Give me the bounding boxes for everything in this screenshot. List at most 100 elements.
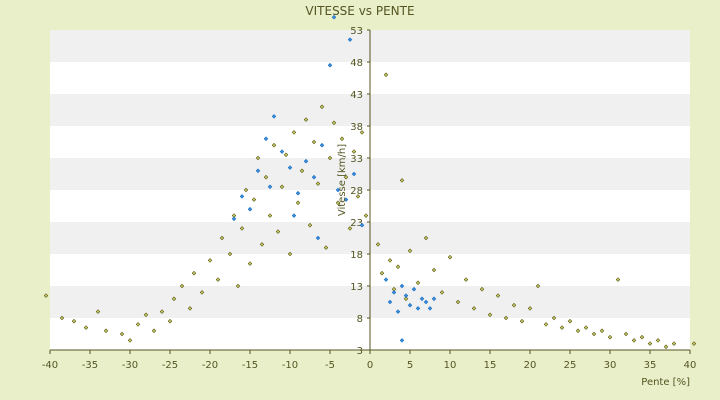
data-point-blue bbox=[231, 216, 237, 222]
data-point-olive bbox=[471, 306, 477, 311]
data-point-blue bbox=[343, 197, 349, 202]
data-point-olive bbox=[639, 334, 645, 340]
data-point-olive bbox=[351, 149, 357, 154]
x-tick-label: 25 bbox=[564, 360, 577, 371]
data-point-olive bbox=[591, 331, 597, 337]
x-tick-label: -25 bbox=[162, 360, 178, 371]
y-tick-label: 53 bbox=[350, 26, 363, 37]
data-point-olive bbox=[327, 155, 333, 161]
data-point-olive bbox=[83, 325, 89, 330]
x-tick-label: -5 bbox=[325, 360, 335, 371]
data-point-olive bbox=[447, 254, 453, 260]
data-point-olive bbox=[623, 331, 629, 337]
data-point-olive bbox=[151, 328, 157, 334]
data-point-olive bbox=[335, 200, 341, 206]
data-point-olive bbox=[495, 293, 501, 298]
data-point-blue bbox=[387, 299, 393, 305]
data-point-olive bbox=[511, 302, 517, 308]
data-point-olive bbox=[71, 318, 77, 324]
data-point-blue bbox=[415, 306, 421, 311]
data-point-blue bbox=[331, 14, 337, 20]
data-point-olive bbox=[375, 242, 381, 247]
data-point-olive bbox=[407, 248, 413, 254]
data-point-blue bbox=[347, 37, 353, 42]
data-point-blue bbox=[335, 187, 341, 193]
data-point-olive bbox=[415, 280, 421, 286]
data-point-olive bbox=[323, 245, 329, 250]
data-point-olive bbox=[247, 261, 253, 266]
x-tick-label: 40 bbox=[684, 360, 697, 371]
data-point-olive bbox=[231, 213, 237, 218]
x-tick-label: 35 bbox=[644, 360, 657, 371]
data-point-olive bbox=[503, 315, 509, 321]
data-point-olive bbox=[363, 213, 369, 218]
data-point-olive bbox=[255, 155, 261, 161]
data-point-blue bbox=[271, 114, 277, 119]
data-point-olive bbox=[187, 306, 193, 311]
data-point-olive bbox=[215, 277, 221, 282]
x-tick-label: -10 bbox=[282, 360, 298, 371]
data-point-blue bbox=[319, 142, 325, 148]
x-tick-label: 10 bbox=[444, 360, 457, 371]
data-point-olive bbox=[143, 312, 149, 318]
data-point-blue bbox=[407, 302, 413, 308]
data-point-blue bbox=[403, 293, 409, 298]
y-tick-label: 28 bbox=[350, 186, 363, 197]
data-point-olive bbox=[251, 197, 257, 202]
data-point-olive bbox=[527, 306, 533, 311]
data-point-blue bbox=[399, 338, 405, 343]
chart-title: VITESSE vs PENTE bbox=[305, 4, 414, 18]
data-point-olive bbox=[519, 318, 525, 324]
data-point-blue bbox=[255, 168, 261, 174]
data-point-olive bbox=[275, 229, 281, 234]
data-point-olive bbox=[103, 328, 109, 334]
data-point-blue bbox=[359, 222, 365, 228]
data-point-olive bbox=[399, 178, 405, 183]
data-point-olive bbox=[423, 235, 429, 241]
data-point-olive bbox=[671, 341, 677, 346]
x-tick-label: 0 bbox=[367, 360, 373, 371]
data-point-olive bbox=[95, 309, 101, 314]
data-point-blue bbox=[411, 286, 417, 292]
x-tick-label: -30 bbox=[122, 360, 138, 371]
data-point-olive bbox=[43, 293, 49, 298]
x-tick-label: 20 bbox=[524, 360, 537, 371]
data-point-olive bbox=[199, 290, 205, 295]
data-point-blue bbox=[327, 62, 333, 68]
x-tick-label: 30 bbox=[604, 360, 617, 371]
data-point-olive bbox=[259, 242, 265, 247]
data-point-blue bbox=[431, 296, 437, 302]
x-tick-labels: -40 -35 -30 -25 -20 -15 -10 -5 0 5 10 15 20 25 30 35 40 bbox=[42, 350, 697, 371]
data-point-blue bbox=[391, 290, 397, 295]
data-point-olive bbox=[487, 312, 493, 318]
data-point-olive bbox=[307, 222, 313, 228]
y-tick-label: 3 bbox=[357, 346, 363, 357]
data-point-olive bbox=[379, 270, 385, 276]
data-point-olive bbox=[267, 213, 273, 218]
data-point-olive bbox=[179, 283, 185, 289]
data-point-olive bbox=[551, 315, 557, 321]
data-point-olive bbox=[607, 334, 613, 340]
data-point-olive bbox=[391, 286, 397, 292]
data-point-olive bbox=[315, 181, 321, 186]
data-point-olive bbox=[135, 322, 141, 327]
data-point-olive bbox=[171, 296, 177, 302]
data-point-olive bbox=[439, 290, 445, 295]
x-tick-label: -40 bbox=[42, 360, 58, 371]
data-point-blue bbox=[303, 158, 309, 164]
data-point-blue bbox=[419, 296, 425, 302]
data-point-olive bbox=[655, 338, 661, 343]
data-point-olive bbox=[463, 277, 469, 282]
data-point-olive bbox=[383, 72, 389, 78]
y-tick-label: 23 bbox=[350, 218, 363, 229]
data-point-olive bbox=[219, 235, 225, 241]
data-point-olive bbox=[263, 174, 269, 180]
x-tick-label: -20 bbox=[202, 360, 218, 371]
x-tick-label: -15 bbox=[242, 360, 258, 371]
data-point-olive bbox=[283, 152, 289, 158]
y-tick-label: 33 bbox=[350, 154, 363, 165]
data-point-olive bbox=[239, 226, 245, 231]
